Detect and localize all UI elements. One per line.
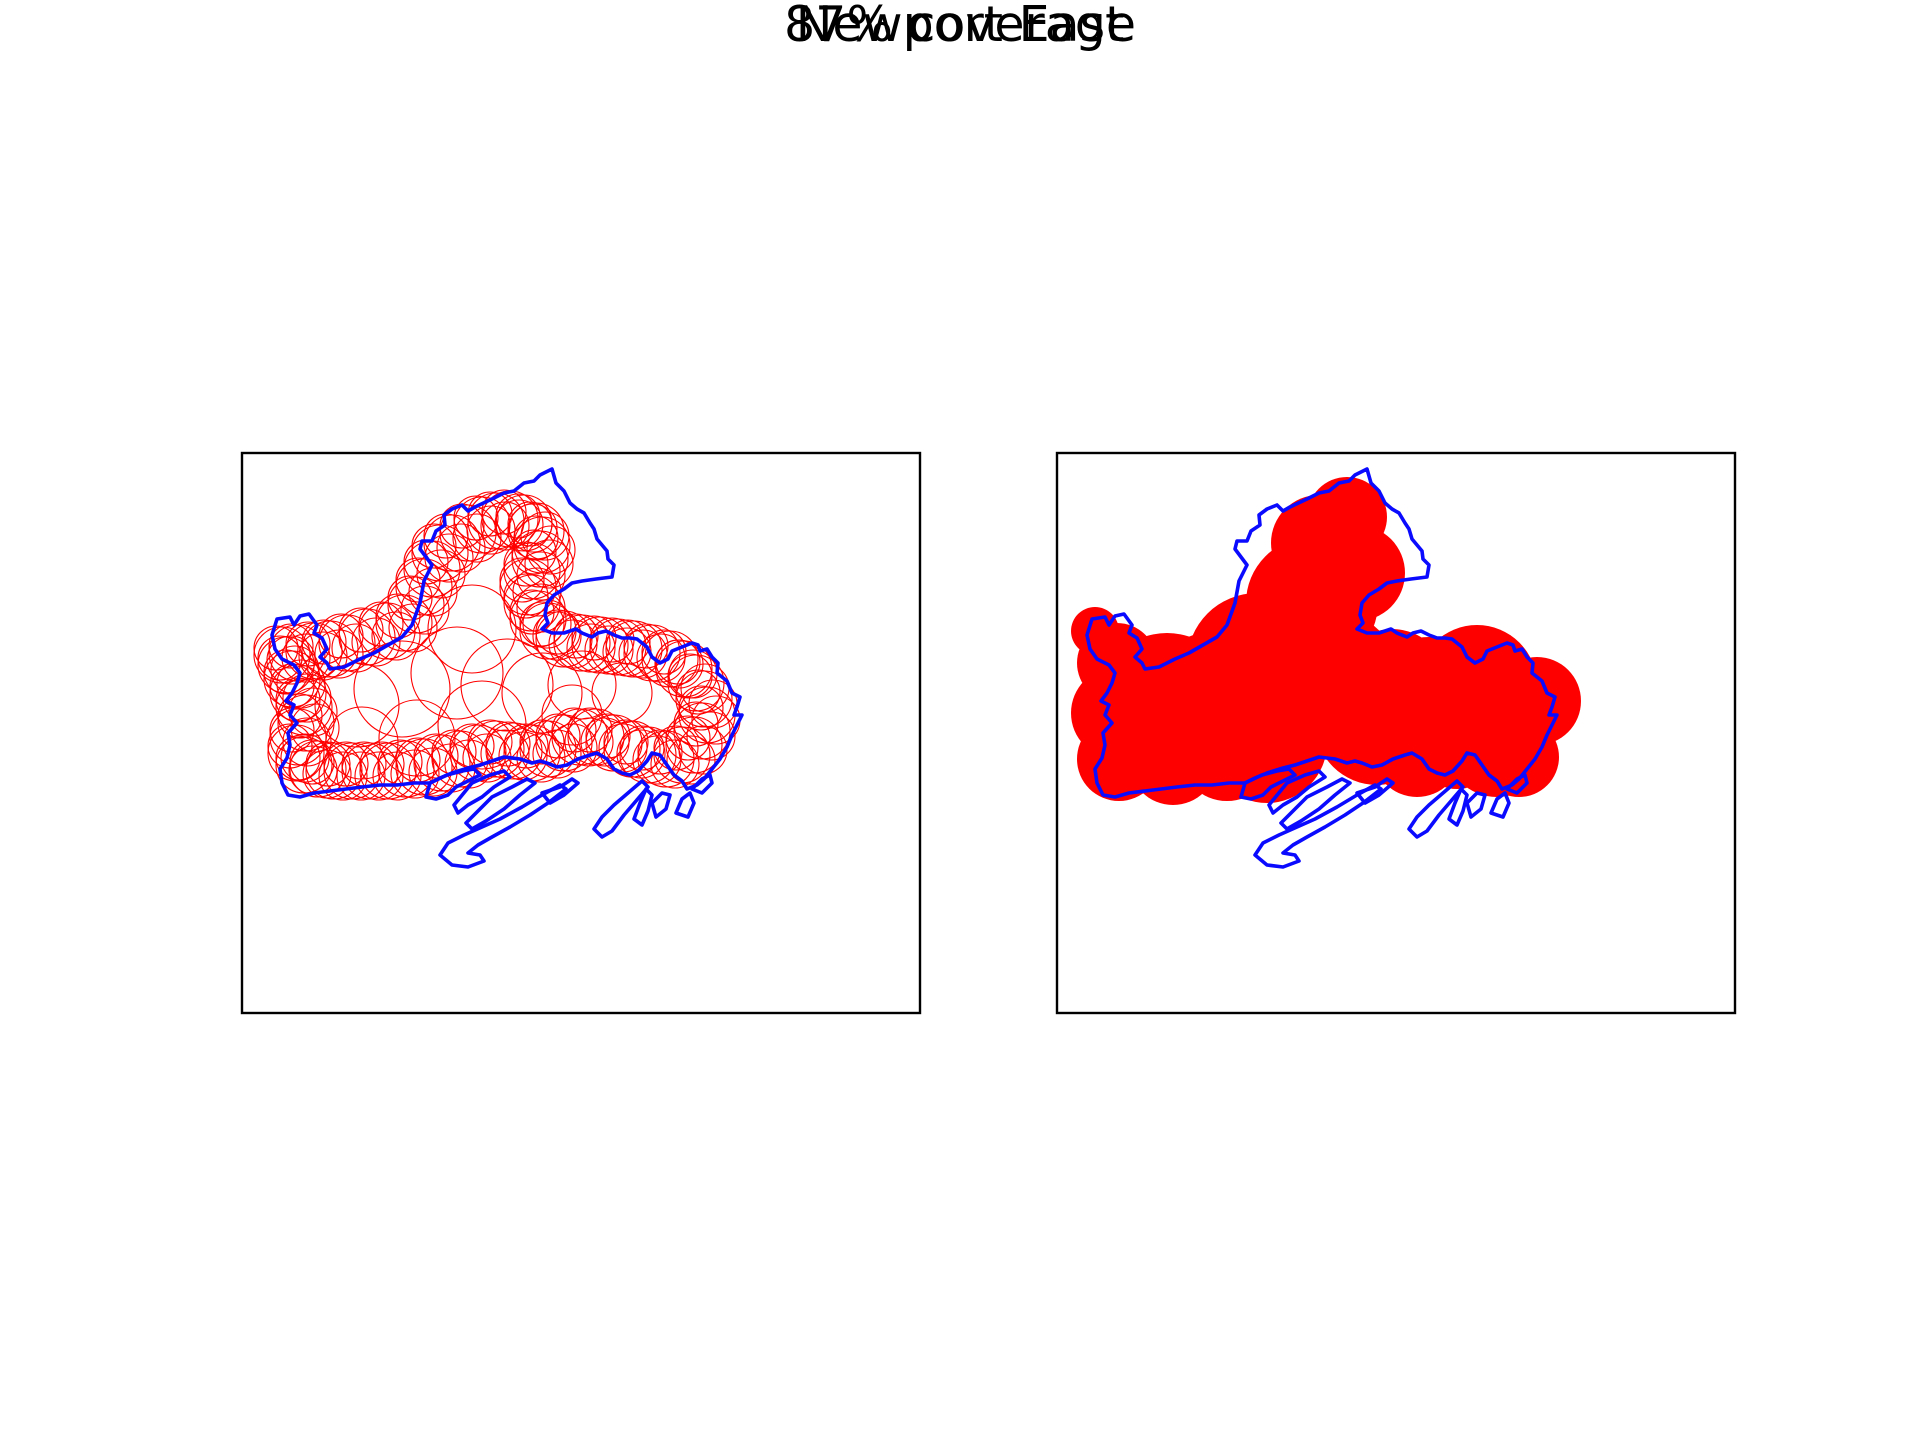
coverage-circle xyxy=(503,541,549,587)
coverage-circle xyxy=(641,629,687,675)
coverage-circle xyxy=(323,741,369,787)
coverage-disc xyxy=(1309,525,1405,621)
coverage-circle xyxy=(616,729,666,779)
coverage-circle xyxy=(282,673,332,723)
coverage-circle xyxy=(603,719,649,765)
coverage-circle xyxy=(480,729,530,779)
coverage-circle xyxy=(452,513,502,563)
coverage-circle xyxy=(467,491,513,537)
island-outline xyxy=(650,791,672,819)
coverage-disc xyxy=(1373,709,1461,797)
coverage-circle xyxy=(390,749,440,799)
island-outline xyxy=(1465,791,1487,819)
coverage-circle xyxy=(270,645,320,695)
mainland-outline xyxy=(1085,467,1559,799)
coverage-circle xyxy=(371,611,421,661)
map-canvas-circles xyxy=(240,451,922,1015)
coverage-disc xyxy=(1129,717,1217,805)
coverage-circle xyxy=(411,523,457,569)
map-canvas-filled xyxy=(1055,451,1737,1015)
coverage-circle xyxy=(541,684,603,746)
island-outline xyxy=(1447,787,1469,827)
island-outline xyxy=(1267,769,1327,815)
island-outline xyxy=(464,777,537,831)
coverage-circle xyxy=(507,501,553,547)
coverage-circle xyxy=(467,719,513,765)
coverage-circle xyxy=(666,735,716,785)
coverage-area xyxy=(1071,477,1581,805)
coverage-circle xyxy=(353,640,451,738)
coverage-circle xyxy=(268,623,314,669)
coverage-circle xyxy=(437,680,527,770)
island-outline xyxy=(424,767,482,801)
island-outline xyxy=(438,783,568,869)
coverage-circle xyxy=(276,659,326,709)
coverage-circle xyxy=(288,687,338,737)
island-outline xyxy=(1253,783,1383,869)
mainland-outline xyxy=(270,467,744,799)
island-outline xyxy=(632,787,654,827)
coverage-circle xyxy=(410,626,504,720)
map-panel-filled xyxy=(1055,451,1737,1015)
coverage-circle xyxy=(571,615,617,661)
coverage-circle xyxy=(338,607,384,653)
coverage-circle xyxy=(508,503,558,553)
figure-subtitle: 87% coverage xyxy=(784,0,1136,53)
coverage-circle xyxy=(354,751,404,801)
island-outline xyxy=(452,769,512,815)
panel-frame xyxy=(240,451,922,1015)
coverage-circle xyxy=(336,751,386,801)
coverage-circle xyxy=(481,489,527,535)
island-outline xyxy=(1279,777,1352,831)
coverage-circle xyxy=(325,706,399,780)
district-boundary xyxy=(270,467,744,869)
coverage-circle xyxy=(387,575,433,621)
coverage-circle xyxy=(524,539,574,589)
figure-title: Newport East xyxy=(795,0,1125,53)
coverage-circle xyxy=(678,685,724,731)
coverage-circle xyxy=(427,584,517,674)
coverage-circle xyxy=(501,652,583,734)
coverage-circle xyxy=(526,525,576,575)
coverage-circle xyxy=(519,601,565,647)
coverage-circle xyxy=(553,613,599,659)
coverage-circle xyxy=(485,721,531,767)
island-outline xyxy=(1407,779,1465,839)
map-panel-circles xyxy=(240,451,922,1015)
coverage-disc xyxy=(1479,717,1559,797)
island-outline xyxy=(674,791,696,819)
coverage-circle xyxy=(275,735,321,781)
coverage-circle xyxy=(547,650,617,720)
island-outline xyxy=(540,777,580,805)
island-outline xyxy=(592,779,650,839)
coverage-circle xyxy=(650,739,700,789)
island-outline xyxy=(1505,773,1529,795)
island-outline xyxy=(1489,791,1511,819)
coverage-circle xyxy=(499,557,545,603)
coverage-circle xyxy=(673,701,719,747)
coverage-circle xyxy=(318,751,368,801)
coverage-circle xyxy=(675,669,721,715)
coverage-circle xyxy=(282,717,332,767)
coverage-circle xyxy=(263,649,309,695)
island-outline xyxy=(690,773,714,795)
coverage-circle xyxy=(388,603,438,653)
coverage-circle xyxy=(436,523,486,573)
coverage-circle xyxy=(653,725,699,771)
district-boundary xyxy=(1085,467,1559,869)
coverage-circle xyxy=(460,638,554,732)
coverage-circle xyxy=(522,599,572,649)
coverage-circle xyxy=(267,723,313,769)
island-outline xyxy=(1355,777,1395,805)
coverage-circle xyxy=(503,573,549,619)
coverage-circle xyxy=(257,635,303,681)
coverage-circle xyxy=(378,699,456,777)
island-outline xyxy=(1239,767,1297,801)
